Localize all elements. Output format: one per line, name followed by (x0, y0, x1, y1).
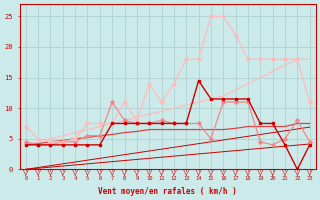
X-axis label: Vent moyen/en rafales ( km/h ): Vent moyen/en rafales ( km/h ) (98, 187, 237, 196)
